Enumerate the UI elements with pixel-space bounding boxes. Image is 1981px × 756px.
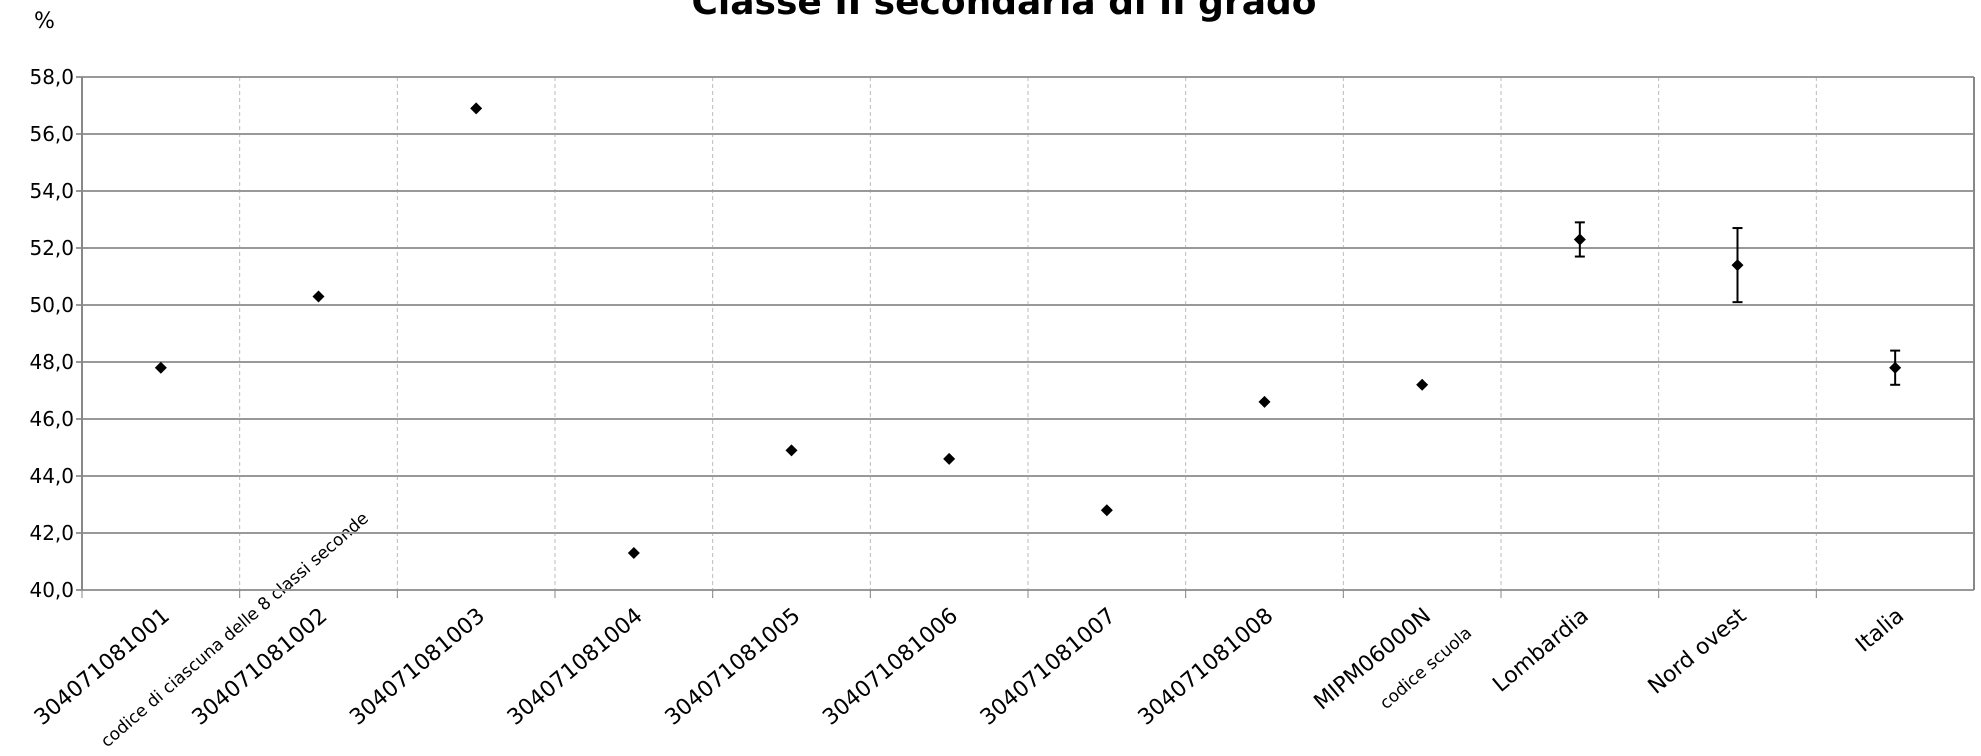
x-tick-label: Italia [1851, 603, 1909, 657]
marker [943, 452, 956, 465]
marker [1416, 378, 1429, 391]
marker [154, 361, 167, 374]
x-tick-label: 304071081005 [661, 603, 806, 730]
y-tick-label: 40,0 [29, 578, 74, 602]
marker [312, 290, 325, 303]
marker [1731, 259, 1744, 272]
y-tick-label: 46,0 [29, 407, 74, 431]
x-tick-label: Lombardia [1488, 603, 1593, 697]
y-tick-label: 58,0 [29, 65, 74, 89]
x-tick-label: 304071081003 [345, 603, 490, 730]
marker [1258, 395, 1271, 408]
chart-title: Classe II secondaria di II grado [692, 0, 1317, 23]
marker [1889, 361, 1902, 374]
marker [1573, 233, 1586, 246]
y-tick-label: 56,0 [29, 122, 74, 146]
marker [627, 546, 640, 559]
x-tick-label: 304071081006 [818, 603, 963, 730]
x-tick-label: MIPM06000N [1310, 603, 1437, 715]
y-tick-label: 54,0 [29, 179, 74, 203]
marker [1100, 504, 1113, 517]
y-axis-label: % [34, 9, 55, 34]
x-tick-label: 304071081002 [188, 603, 333, 730]
marker [470, 102, 483, 115]
marker [785, 444, 798, 457]
y-tick-label: 42,0 [29, 521, 74, 545]
x-tick-label: 304071081007 [976, 603, 1121, 730]
y-tick-label: 52,0 [29, 236, 74, 260]
y-tick-label: 50,0 [29, 293, 74, 317]
x-tick-label: 304071081004 [503, 603, 648, 730]
y-tick-label: 44,0 [29, 464, 74, 488]
x-tick-label: 304071081008 [1134, 603, 1279, 730]
y-tick-label: 48,0 [29, 350, 74, 374]
x-tick-label: Nord ovest [1644, 603, 1752, 699]
